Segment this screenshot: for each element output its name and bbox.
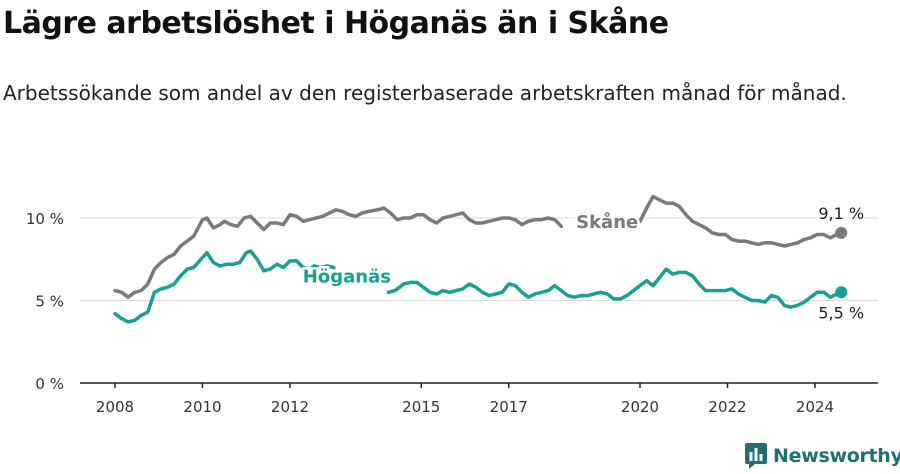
y-tick-label: 5 % bbox=[35, 293, 64, 311]
x-tick-label: 2017 bbox=[490, 398, 528, 416]
y-tick-label: 10 % bbox=[26, 210, 64, 228]
x-tick-label: 2010 bbox=[183, 398, 221, 416]
x-tick-label: 2015 bbox=[402, 398, 440, 416]
x-tick-label: 2022 bbox=[708, 398, 746, 416]
end-value-label-hgans: 5,5 % bbox=[818, 303, 864, 322]
x-tick-label: 2012 bbox=[271, 398, 309, 416]
end-point-skne bbox=[835, 226, 848, 239]
newsworthy-logo: Newsworthy bbox=[745, 443, 900, 469]
x-tick-label: 2008 bbox=[96, 398, 134, 416]
y-tick-label: 0 % bbox=[35, 375, 64, 393]
series-line-skne bbox=[625, 194, 843, 248]
series-label-skne: Skåne bbox=[576, 211, 638, 233]
series-label-hgans: Höganäs bbox=[303, 266, 391, 287]
series-line-hgans bbox=[113, 249, 336, 324]
x-tick-label: 2020 bbox=[621, 398, 659, 416]
chart-subtitle: Arbetssökande som andel av den registerb… bbox=[3, 81, 847, 105]
bar-chart-logo-icon bbox=[745, 443, 767, 469]
series-line-hgans bbox=[386, 267, 843, 309]
end-value-label-skne: 9,1 % bbox=[818, 204, 864, 223]
brand-name: Newsworthy bbox=[773, 445, 900, 467]
end-point-hgans bbox=[835, 286, 848, 299]
chart-title: Lägre arbetslöshet i Höganäs än i Skåne bbox=[3, 6, 669, 41]
x-tick-label: 2024 bbox=[796, 398, 834, 416]
series-line-skne bbox=[113, 206, 564, 299]
